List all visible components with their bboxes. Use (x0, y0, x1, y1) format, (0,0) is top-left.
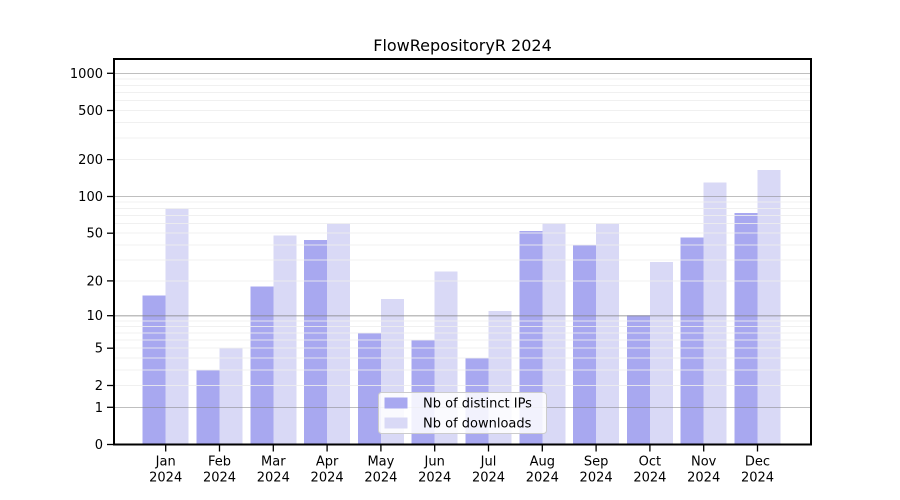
x-tick-label-year-jun: 2024 (418, 471, 451, 486)
bar-aug-downloads (542, 222, 566, 445)
y-tick-label-500: 500 (78, 104, 103, 119)
y-tick-label-5: 5 (95, 342, 103, 357)
x-tick-label-year-may: 2024 (364, 471, 397, 486)
legend-swatch-ips (384, 397, 408, 409)
plot-frame (113, 58, 812, 446)
x-tick-label-year-oct: 2024 (633, 471, 666, 486)
bar-feb-downloads (219, 348, 243, 445)
y-tick-label-1000: 1000 (70, 67, 103, 82)
chart-title: FlowRepositoryR 2024 (373, 36, 552, 55)
legend-label-downloads: Nb of downloads (423, 417, 532, 432)
bar-sep-ips (573, 245, 597, 445)
bar-oct-downloads (649, 261, 673, 445)
x-tick-label-year-jul: 2024 (472, 471, 505, 486)
x-axis-ticks: Jan2024Feb2024Mar2024Apr2024May2024Jun20… (149, 444, 774, 486)
y-tick-label-10: 10 (86, 309, 103, 324)
x-tick-label-month-jun: Jun (424, 455, 445, 470)
y-tick-label-2: 2 (95, 379, 103, 394)
x-tick-label-year-mar: 2024 (257, 471, 290, 486)
bar-may-ips (357, 332, 381, 445)
bar-aug-ips (519, 231, 543, 445)
bar-mar-ips (250, 286, 274, 445)
x-tick-label-year-nov: 2024 (687, 471, 720, 486)
bar-apr-downloads (327, 223, 351, 445)
x-tick-label-month-sep: Sep (584, 455, 609, 470)
x-tick-label-month-apr: Apr (316, 455, 339, 470)
x-tick-label-year-dec: 2024 (741, 471, 774, 486)
legend-swatch-downloads (384, 417, 408, 429)
x-tick-label-month-dec: Dec (745, 455, 770, 470)
y-axis-ticks: 0 1 2 5 10 20 50 100 200 500 1000 (70, 67, 114, 453)
x-tick-label-year-feb: 2024 (203, 471, 236, 486)
bar-nov-downloads (703, 182, 727, 445)
bar-oct-ips (626, 315, 650, 445)
bar-nov-ips (680, 237, 704, 445)
y-tick-label-0: 0 (95, 438, 103, 453)
x-tick-label-month-jul: Jul (480, 455, 497, 470)
y-tick-label-20: 20 (86, 274, 103, 289)
bar-dec-downloads (757, 169, 781, 445)
legend: Nb of distinct IPs Nb of downloads (378, 392, 547, 434)
x-tick-label-month-mar: Mar (261, 455, 286, 470)
legend-box (378, 392, 547, 434)
x-tick-label-year-apr: 2024 (311, 471, 344, 486)
x-tick-label-year-jan: 2024 (149, 471, 182, 486)
minor-gridlines (114, 78, 811, 386)
x-tick-label-month-oct: Oct (639, 455, 661, 470)
x-tick-label-month-may: May (367, 455, 394, 470)
y-tick-label-100: 100 (78, 190, 103, 205)
bar-sep-downloads (596, 223, 620, 445)
y-tick-label-1: 1 (95, 401, 103, 416)
x-tick-label-month-feb: Feb (208, 455, 231, 470)
bar-apr-ips (304, 240, 328, 445)
x-tick-label-year-aug: 2024 (526, 471, 559, 486)
x-tick-label-month-nov: Nov (691, 455, 717, 470)
y-tick-label-200: 200 (78, 153, 103, 168)
bar-dec-ips (734, 213, 758, 445)
x-tick-label-year-sep: 2024 (580, 471, 613, 486)
x-tick-label-month-jan: Jan (155, 455, 176, 470)
y-tick-label-50: 50 (86, 227, 103, 242)
legend-label-ips: Nb of distinct IPs (423, 397, 532, 412)
x-tick-label-month-aug: Aug (530, 455, 555, 470)
